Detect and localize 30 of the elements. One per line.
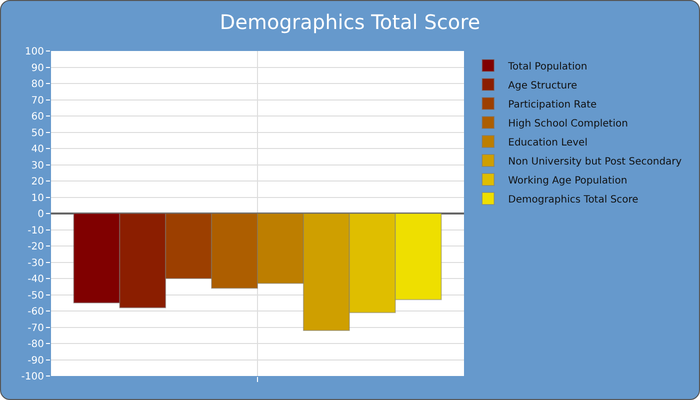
legend-label: Education Level bbox=[508, 137, 588, 148]
y-tick-label: 50 bbox=[31, 128, 44, 139]
y-tick-label: 90 bbox=[31, 62, 44, 74]
legend-label: Participation Rate bbox=[508, 99, 597, 110]
chart-title: Demographics Total Score bbox=[220, 10, 480, 34]
y-tick-label: 80 bbox=[31, 79, 44, 90]
y-tick-label: 60 bbox=[31, 112, 44, 122]
legend-label: Age Structure bbox=[508, 80, 578, 92]
legend-label: Non University but Post Secondary bbox=[508, 156, 682, 168]
y-tick-label: 0 bbox=[38, 209, 44, 220]
legend-label: Total Population bbox=[507, 61, 588, 72]
y-tick-label: 20 bbox=[31, 176, 44, 188]
y-tick-label: -80 bbox=[28, 339, 44, 350]
y-tick-label: 30 bbox=[31, 160, 44, 172]
y-tick-label: 10 bbox=[31, 192, 44, 204]
y-tick-label: 40 bbox=[31, 144, 44, 155]
y-tick-label: -30 bbox=[28, 258, 44, 269]
y-tick-label: -20 bbox=[28, 242, 44, 252]
y-tick-label: 100 bbox=[24, 46, 44, 58]
legend-label: High School Completion bbox=[508, 118, 628, 130]
y-tick-label: -10 bbox=[28, 225, 44, 236]
y-tick-label: -90 bbox=[28, 355, 44, 366]
legend-label: Working Age Population bbox=[508, 175, 628, 186]
y-tick-label: 70 bbox=[31, 95, 44, 106]
y-tick-label: -40 bbox=[28, 274, 44, 285]
y-tick-label: -70 bbox=[28, 322, 44, 334]
y-tick-label: -100 bbox=[21, 372, 44, 382]
y-tick-label: -50 bbox=[28, 290, 44, 302]
legend-label: Demographics Total Score bbox=[508, 194, 638, 206]
y-tick-label: -60 bbox=[28, 306, 44, 318]
